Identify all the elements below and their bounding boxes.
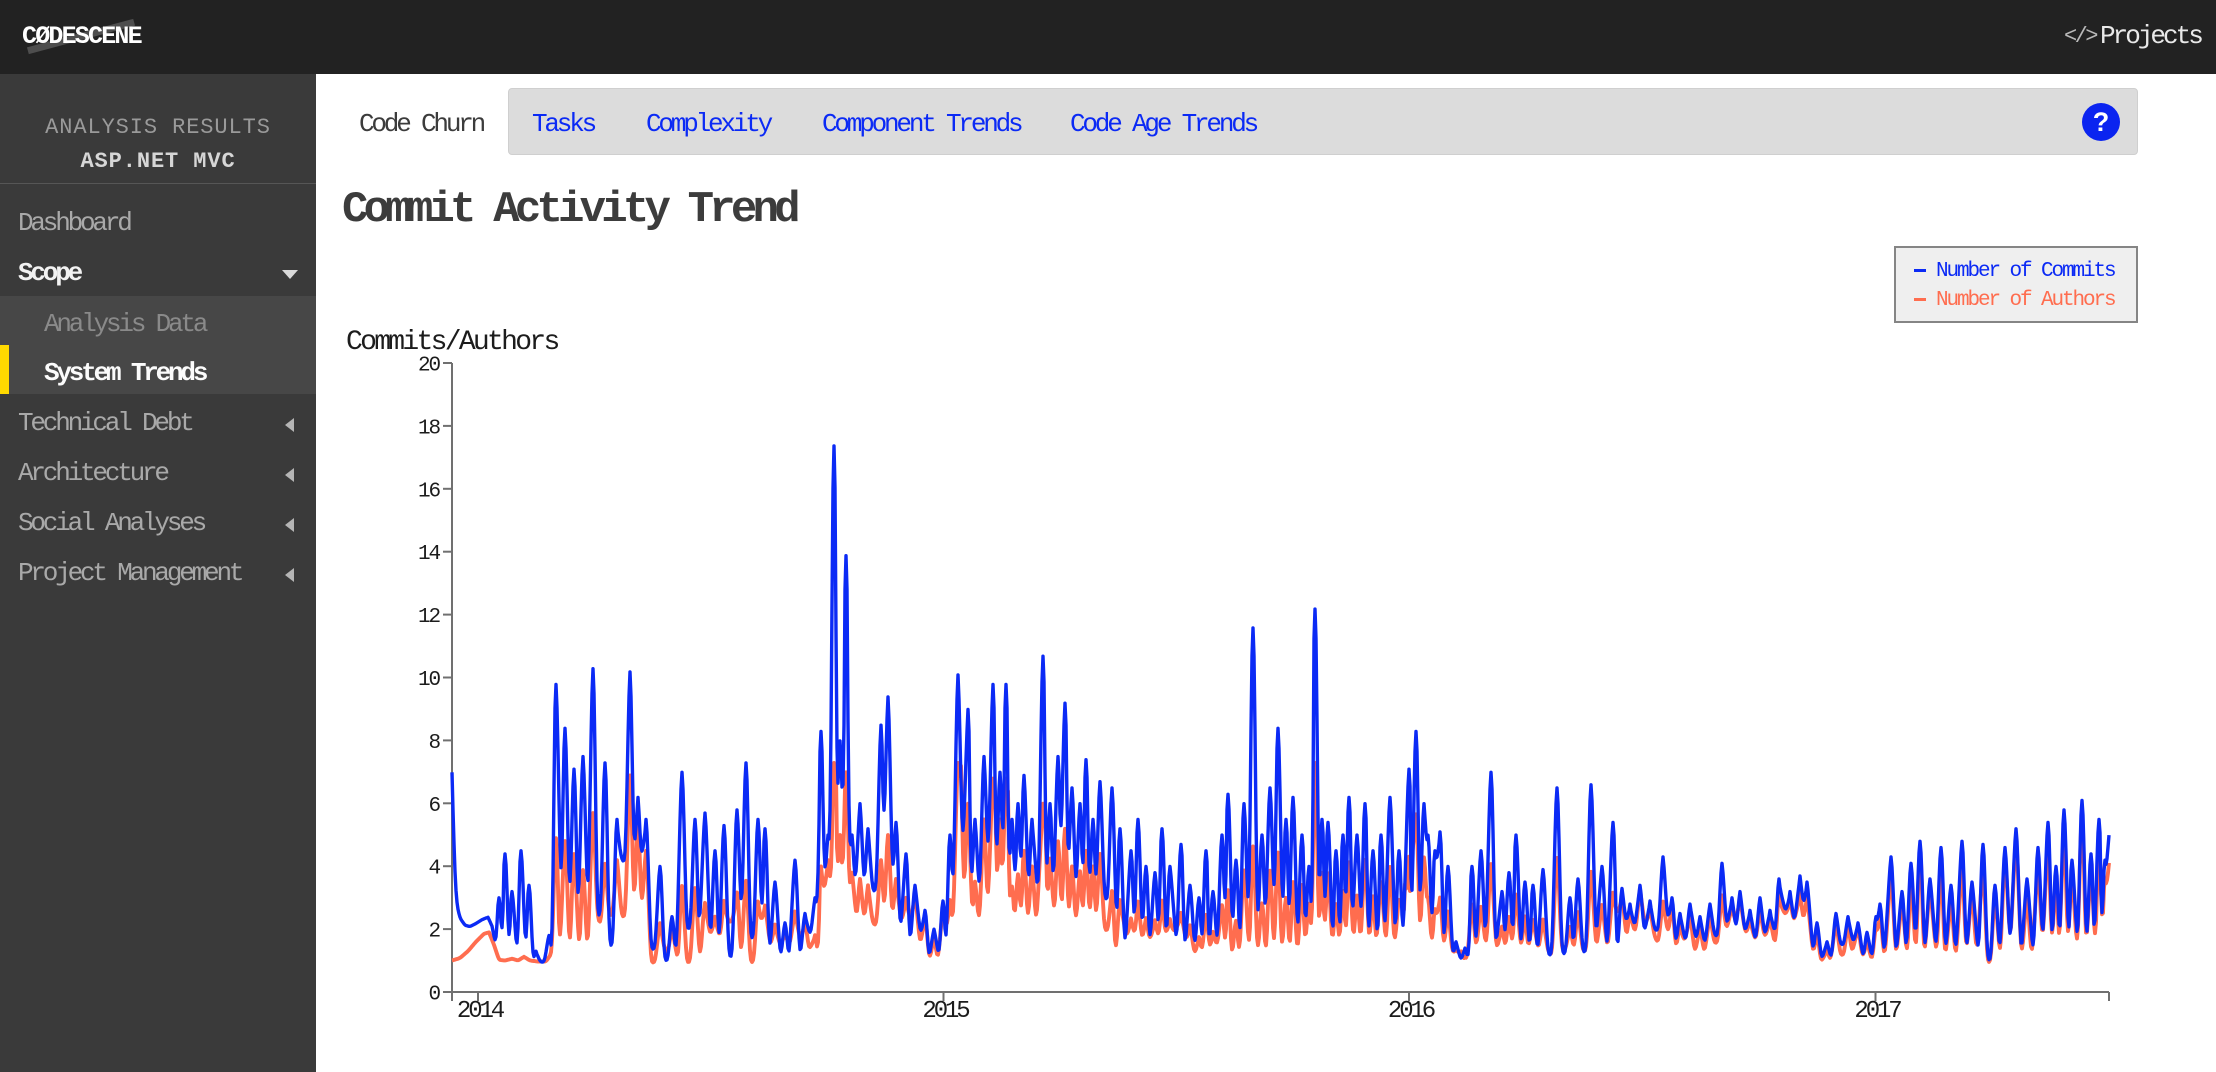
svg-text:2017: 2017 [1854,998,1901,1025]
svg-text:2014: 2014 [457,998,505,1025]
svg-text:2016: 2016 [1388,998,1435,1025]
svg-text:8: 8 [428,732,440,755]
svg-text:20: 20 [418,355,441,378]
svg-text:Commits/Authors: Commits/Authors [346,327,558,358]
svg-text:18: 18 [418,417,441,440]
svg-text:12: 12 [418,606,441,629]
svg-text:16: 16 [418,480,441,503]
svg-text:0: 0 [428,984,440,1007]
svg-text:10: 10 [418,669,441,692]
svg-text:6: 6 [428,795,440,818]
svg-text:2: 2 [428,921,440,944]
svg-text:14: 14 [418,543,441,566]
svg-text:4: 4 [428,858,440,881]
svg-text:2015: 2015 [922,998,969,1025]
